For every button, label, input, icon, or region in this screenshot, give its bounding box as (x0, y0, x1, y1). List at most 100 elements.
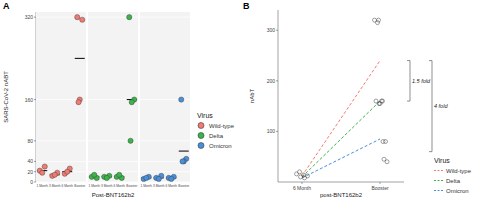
legend-swatch (198, 133, 204, 139)
x-tick-label: Booster (74, 184, 86, 188)
grid-line (36, 182, 86, 183)
data-point (65, 169, 70, 174)
y-tick (276, 80, 278, 81)
data-point (144, 175, 149, 180)
x-axis-label: post-BNT162b2 (320, 192, 363, 198)
data-point (385, 160, 389, 164)
grid-line (36, 140, 86, 141)
data-point (40, 170, 45, 175)
grid-line (88, 182, 138, 183)
y-tick-label: 80 (27, 138, 33, 144)
y-tick-label: 160 (25, 97, 34, 103)
data-point (127, 15, 132, 20)
data-point (128, 138, 133, 143)
x-tick-label: 6 Month (113, 184, 125, 188)
legend-swatch (198, 143, 204, 149)
x-tick-label: Booster (126, 184, 138, 188)
fold-bracket (407, 61, 410, 101)
x-tick-label: Booster (178, 184, 190, 188)
y-tick (34, 161, 36, 162)
x-tick-label: 1 Month (140, 184, 152, 188)
y-tick-label: 20 (27, 169, 33, 175)
annotation: 4 fold (434, 103, 448, 109)
x-tick (380, 182, 381, 184)
y-tick-label: 0 (30, 179, 33, 185)
data-point (299, 175, 303, 179)
data-point (376, 21, 380, 25)
legend-title: Virus (197, 112, 213, 119)
x-tick-label: Booster (371, 185, 389, 191)
legend-label: Omicron (446, 188, 469, 194)
plot-marks (295, 18, 390, 180)
data-point (180, 159, 185, 164)
legend-title: Virus (434, 157, 450, 164)
y-tick (34, 182, 36, 183)
y-tick-label: 300 (267, 27, 276, 33)
legend-label: Wild-type (209, 123, 235, 129)
legend-swatch (198, 123, 204, 129)
grid-line (88, 161, 138, 162)
x-tick-label: 3 Month (101, 184, 113, 188)
legend-label: Delta (209, 133, 224, 139)
series-line (302, 101, 380, 177)
grid-line (140, 17, 190, 18)
legend-swatch (434, 170, 443, 171)
data-point (303, 176, 307, 180)
grid-line (140, 140, 190, 141)
x-axis-line (278, 182, 404, 183)
y-tick (276, 30, 278, 31)
y-axis-label: SARS-CoV-2 nABT (3, 71, 9, 123)
legend-label: Wild-type (446, 168, 472, 174)
legend-swatch (434, 180, 443, 181)
figure: ASARS-CoV-2 nABT02040801603201 Month3 Mo… (0, 0, 478, 200)
data-point (129, 100, 134, 105)
y-tick-label: 40 (27, 158, 33, 164)
data-point (75, 15, 80, 20)
data-point (117, 172, 122, 177)
grid-line (36, 161, 86, 162)
facet-marks (37, 15, 85, 179)
data-point (80, 17, 85, 22)
facet-panel (88, 12, 138, 182)
data-point (179, 97, 184, 102)
median-line (75, 58, 85, 59)
legend-label: Omicron (209, 143, 232, 149)
y-tick (276, 131, 278, 132)
y-tick (34, 140, 36, 141)
legend-label: Delta (446, 178, 461, 184)
facet-panel (140, 12, 190, 182)
series-line (302, 139, 380, 178)
data-point (52, 172, 57, 177)
data-point (76, 100, 81, 105)
x-tick-label: 1 Month (36, 184, 48, 188)
data-point (381, 99, 385, 103)
facet-marks (89, 15, 137, 181)
data-point (104, 175, 109, 180)
series-line (302, 61, 380, 176)
panel-title: B (243, 1, 250, 11)
data-point (306, 174, 310, 178)
y-tick (34, 17, 36, 18)
data-point (377, 18, 381, 22)
y-tick-label: 100 (267, 128, 276, 134)
y-tick-label: 320 (25, 14, 34, 20)
x-tick (302, 182, 303, 184)
grid-line (140, 171, 190, 172)
annotation: 1.5 fold (412, 78, 431, 84)
x-tick-label: 3 Month (153, 184, 165, 188)
data-point (378, 102, 382, 106)
x-tick-label: 6 Month (293, 185, 311, 191)
x-tick-label: 3 Month (49, 184, 61, 188)
y-axis-label: nAbT (249, 88, 255, 103)
fold-bracket (429, 61, 432, 152)
data-point (42, 164, 47, 169)
y-tick-label: 200 (267, 78, 276, 84)
x-axis-label: Post-BNT162b2 (92, 192, 135, 198)
x-tick-label: 1 Month (88, 184, 100, 188)
legend-swatch (434, 190, 443, 191)
data-point (295, 172, 299, 176)
grid-line (88, 171, 138, 172)
y-axis-line (278, 10, 279, 182)
facet-panel (36, 12, 86, 182)
x-tick-label: 6 Month (61, 184, 73, 188)
